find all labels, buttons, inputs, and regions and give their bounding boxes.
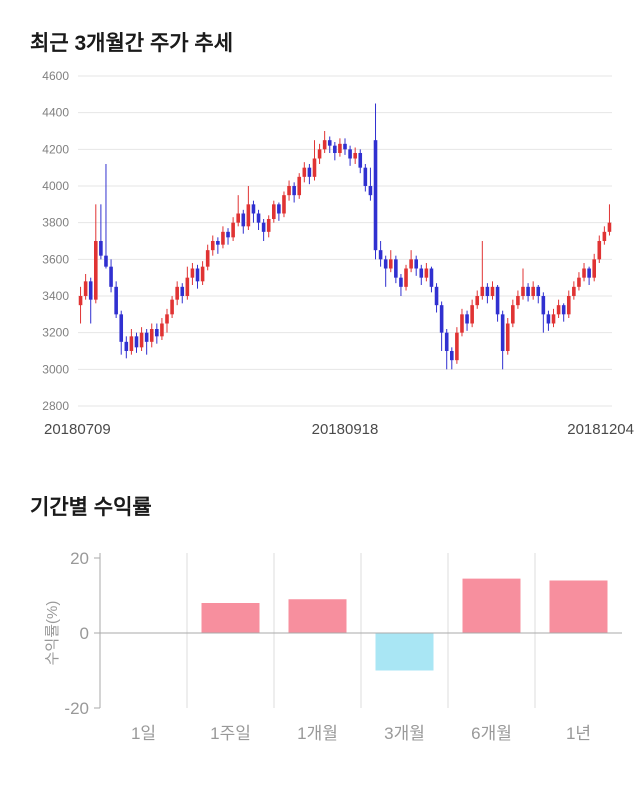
price-trend-title: 최근 3개월간 주가 추세 xyxy=(30,32,234,55)
returns-y-tick: -20 xyxy=(64,699,89,718)
price-y-axis-labels: 2800 3000 3200 3400 3600 3800 4000 4200 4400 4600 xyxy=(42,69,69,413)
returns-grid xyxy=(186,553,536,708)
price-y-tick: 3200 xyxy=(42,326,69,340)
return-bar xyxy=(549,580,608,633)
price-y-tick: 4400 xyxy=(42,106,69,120)
price-y-tick: 4000 xyxy=(42,179,69,193)
price-x-tick: 20181204 xyxy=(567,421,634,438)
returns-category-label: 6개월 xyxy=(471,724,512,743)
price-candlestick-chart: 2800 3000 3200 3400 3600 3800 4000 4200 4400 4600… xyxy=(42,69,634,438)
returns-category-label: 1주일 xyxy=(210,724,251,743)
returns-axes: 20 0 -20 xyxy=(64,549,622,718)
price-y-tick: 3600 xyxy=(42,252,69,266)
price-y-tick: 3800 xyxy=(42,216,69,230)
return-bar xyxy=(288,599,347,633)
price-y-tick: 3400 xyxy=(42,289,69,303)
price-x-axis-labels: 20180709 20180918 20181204 xyxy=(44,421,634,438)
price-y-tick: 3000 xyxy=(42,362,69,376)
returns-y-axis-label: 수익률(%) xyxy=(44,601,61,666)
price-y-tick: 4200 xyxy=(42,142,69,156)
returns-category-label: 1일 xyxy=(131,724,156,743)
returns-category-label: 3개월 xyxy=(384,724,425,743)
price-grid xyxy=(78,75,612,407)
candles-group xyxy=(78,103,612,370)
return-bar xyxy=(201,603,260,633)
return-bar xyxy=(375,633,434,671)
price-y-tick: 2800 xyxy=(42,399,69,413)
price-x-tick: 20180918 xyxy=(312,421,379,438)
price-y-tick: 4600 xyxy=(42,69,69,83)
period-returns-title: 기간별 수익률 xyxy=(30,496,152,519)
returns-category-label: 1개월 xyxy=(297,724,338,743)
returns-bars xyxy=(201,578,608,671)
period-returns-bar-chart: 20 0 -20 1일 1주일 1개월 3개월 6개월 1년 수익률(%) xyxy=(44,549,622,743)
returns-category-label: 1년 xyxy=(566,724,591,743)
returns-y-tick: 20 xyxy=(70,549,89,568)
returns-category-labels: 1일 1주일 1개월 3개월 6개월 1년 xyxy=(131,724,591,743)
price-x-tick: 20180709 xyxy=(44,421,111,438)
returns-y-tick: 0 xyxy=(80,624,89,643)
return-bar xyxy=(462,578,521,633)
